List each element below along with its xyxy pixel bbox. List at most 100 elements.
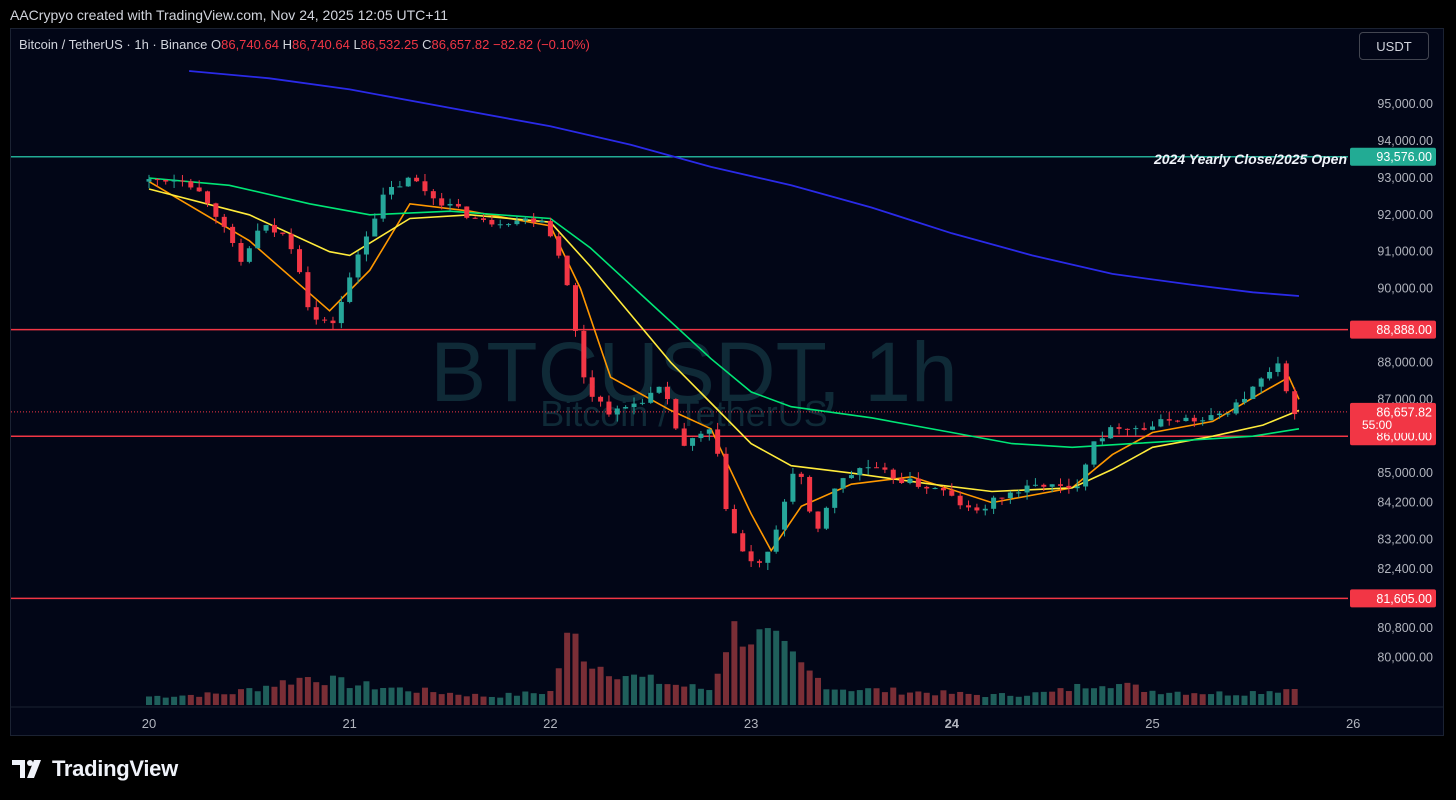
- candle-body[interactable]: [481, 218, 486, 220]
- candle-body[interactable]: [1216, 413, 1222, 416]
- candle-body[interactable]: [598, 396, 604, 402]
- candle-body[interactable]: [154, 179, 160, 181]
- candle-body[interactable]: [514, 220, 520, 225]
- candle-body[interactable]: [940, 488, 946, 491]
- candle-body[interactable]: [715, 429, 721, 454]
- candle-body[interactable]: [690, 438, 696, 446]
- candle-body[interactable]: [664, 386, 670, 400]
- candle-body[interactable]: [1124, 428, 1130, 430]
- candle-body[interactable]: [1049, 484, 1055, 487]
- candle-body[interactable]: [1041, 484, 1047, 487]
- candle-body[interactable]: [857, 468, 863, 476]
- candle-body[interactable]: [907, 478, 913, 483]
- candle-body[interactable]: [1191, 417, 1197, 422]
- candle-body[interactable]: [539, 220, 545, 223]
- candle-body[interactable]: [1183, 417, 1189, 422]
- candle-body[interactable]: [1200, 420, 1206, 422]
- candle-body[interactable]: [439, 198, 445, 206]
- candle-body[interactable]: [731, 509, 737, 534]
- candle-body[interactable]: [330, 320, 336, 324]
- candle-body[interactable]: [506, 224, 512, 226]
- candle-body[interactable]: [238, 242, 244, 262]
- candle-body[interactable]: [1158, 419, 1164, 427]
- candle-body[interactable]: [966, 505, 972, 508]
- candle-body[interactable]: [305, 272, 311, 308]
- candle-body[interactable]: [991, 497, 997, 509]
- candle-body[interactable]: [531, 218, 537, 223]
- candle-body[interactable]: [213, 203, 219, 217]
- candle-body[interactable]: [414, 177, 420, 182]
- candle-body[interactable]: [882, 467, 888, 470]
- candle-body[interactable]: [380, 194, 386, 219]
- candle-body[interactable]: [205, 191, 211, 204]
- candle-body[interactable]: [589, 377, 595, 397]
- candle-body[interactable]: [614, 408, 620, 415]
- candle-body[interactable]: [313, 307, 319, 320]
- candle-body[interactable]: [405, 177, 411, 187]
- candle-body[interactable]: [1024, 485, 1030, 493]
- candle-body[interactable]: [815, 511, 821, 529]
- candle-body[interactable]: [832, 488, 838, 508]
- candle-body[interactable]: [1083, 464, 1089, 487]
- candle-body[interactable]: [974, 507, 980, 511]
- candle-body[interactable]: [297, 249, 303, 273]
- candle-body[interactable]: [932, 488, 938, 490]
- candle-body[interactable]: [1166, 419, 1172, 421]
- candle-body[interactable]: [756, 561, 762, 563]
- candle-body[interactable]: [163, 179, 169, 182]
- candle-body[interactable]: [1250, 386, 1256, 399]
- candle-body[interactable]: [848, 475, 854, 479]
- candle-body[interactable]: [1141, 428, 1147, 430]
- candle-body[interactable]: [982, 508, 988, 511]
- candle-body[interactable]: [773, 529, 779, 552]
- candle-body[interactable]: [706, 429, 712, 434]
- candle-body[interactable]: [999, 497, 1005, 499]
- candle-body[interactable]: [455, 203, 461, 207]
- time-axis[interactable]: 20 21 22 23 24 25 26: [11, 706, 1443, 731]
- candle-body[interactable]: [430, 191, 436, 199]
- candle-body[interactable]: [631, 403, 637, 408]
- candle-body[interactable]: [623, 407, 629, 409]
- candle-body[interactable]: [1258, 378, 1264, 387]
- candle-body[interactable]: [288, 233, 294, 250]
- candle-body[interactable]: [957, 495, 963, 506]
- candle-body[interactable]: [723, 453, 729, 510]
- candle-body[interactable]: [564, 255, 570, 286]
- candle-body[interactable]: [464, 206, 470, 218]
- candle-body[interactable]: [1208, 415, 1214, 421]
- symbol-title[interactable]: Bitcoin / TetherUS · 1h · Binance: [19, 37, 208, 52]
- candle-body[interactable]: [782, 501, 788, 530]
- candle-body[interactable]: [1058, 484, 1064, 486]
- candle-body[interactable]: [422, 181, 428, 192]
- candle-body[interactable]: [188, 181, 194, 188]
- candle-body[interactable]: [1150, 426, 1155, 430]
- candles[interactable]: [146, 173, 1298, 570]
- horizontal-levels[interactable]: 2024 Yearly Close/2025 Open: [11, 151, 1348, 600]
- candle-body[interactable]: [489, 219, 495, 225]
- candle-body[interactable]: [899, 478, 905, 483]
- candle-body[interactable]: [171, 180, 177, 182]
- candle-body[interactable]: [263, 225, 269, 231]
- candle-body[interactable]: [372, 218, 378, 237]
- candle-body[interactable]: [823, 507, 829, 529]
- candle-body[interactable]: [1225, 413, 1231, 415]
- candle-body[interactable]: [648, 392, 654, 403]
- candle-body[interactable]: [246, 248, 252, 262]
- candle-body[interactable]: [1007, 492, 1013, 499]
- candle-body[interactable]: [1074, 486, 1080, 489]
- candle-body[interactable]: [1283, 363, 1289, 392]
- candle-body[interactable]: [748, 551, 754, 562]
- candle-body[interactable]: [355, 254, 361, 278]
- candle-body[interactable]: [255, 230, 261, 249]
- candle-body[interactable]: [790, 473, 796, 502]
- candle-body[interactable]: [606, 401, 612, 415]
- candle-body[interactable]: [1241, 398, 1247, 403]
- candle-body[interactable]: [1099, 438, 1105, 442]
- candle-body[interactable]: [639, 402, 645, 404]
- candle-body[interactable]: [1032, 484, 1038, 486]
- candle-body[interactable]: [698, 433, 704, 439]
- candle-body[interactable]: [389, 186, 395, 195]
- tradingview-brand[interactable]: TradingView: [12, 756, 178, 782]
- candle-body[interactable]: [196, 187, 202, 192]
- candle-body[interactable]: [230, 226, 236, 243]
